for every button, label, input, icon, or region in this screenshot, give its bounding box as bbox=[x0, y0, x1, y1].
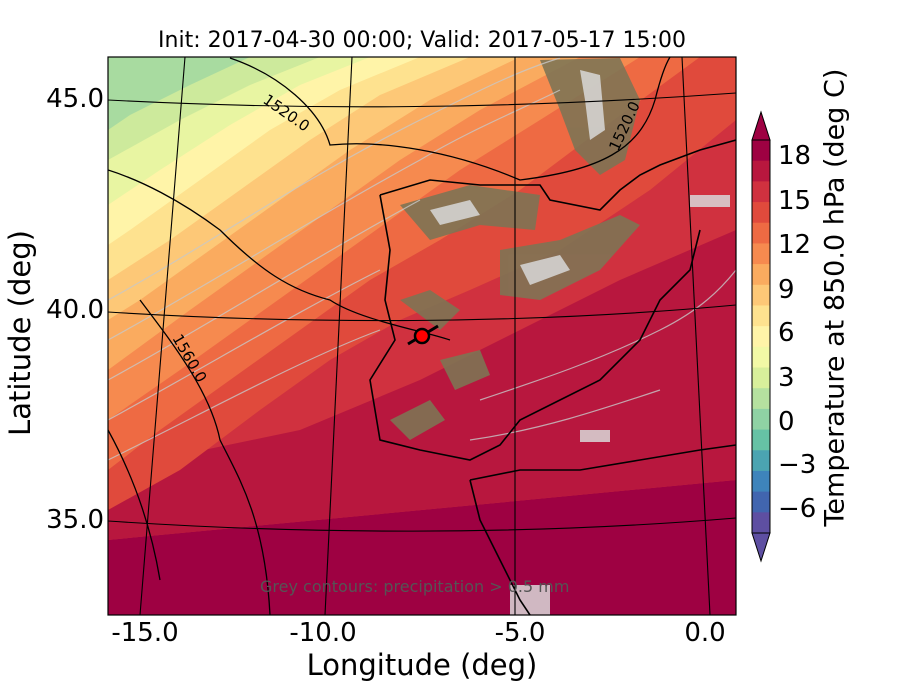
colorbar-tick: −6 bbox=[778, 494, 817, 524]
x-tick: 0.0 bbox=[684, 618, 726, 648]
colorbar bbox=[751, 110, 771, 563]
colorbar-extend-max bbox=[751, 110, 771, 141]
colorbar-label: Temperature at 850.0 hPa (deg C) bbox=[819, 68, 851, 527]
colorbar-swatch bbox=[752, 284, 770, 306]
colorbar-swatch bbox=[752, 408, 770, 431]
colorbar-swatch bbox=[752, 429, 770, 451]
colorbar-swatch bbox=[752, 202, 770, 224]
colorbar-swatch bbox=[752, 388, 770, 410]
colorbar-swatch bbox=[752, 346, 770, 369]
colorbar-tick: 6 bbox=[778, 318, 795, 348]
colorbar-extend-min bbox=[751, 532, 771, 563]
colorbar-swatch bbox=[752, 264, 770, 286]
map-title: Init: 2017-04-30 00:00; Valid: 2017-05-1… bbox=[158, 28, 686, 53]
colorbar-frame bbox=[751, 139, 771, 534]
colorbar-swatch bbox=[752, 243, 770, 265]
colorbar-swatch bbox=[752, 305, 770, 327]
x-axis-label: Longitude (deg) bbox=[306, 648, 538, 682]
colorbar-swatch bbox=[752, 160, 770, 182]
colorbar-swatch bbox=[752, 367, 770, 389]
colorbar-swatch bbox=[752, 181, 770, 203]
colorbar-tick: 0 bbox=[778, 407, 795, 437]
x-tick: -10.0 bbox=[289, 618, 357, 648]
colorbar-swatch bbox=[752, 491, 770, 513]
y-tick: 45.0 bbox=[46, 84, 104, 114]
y-axis-label: Latitude (deg) bbox=[3, 230, 37, 436]
x-tick: -5.0 bbox=[494, 618, 546, 648]
location-marker bbox=[407, 324, 439, 346]
colorbar-swatch bbox=[752, 512, 770, 534]
colorbar-tick: 15 bbox=[778, 186, 812, 216]
y-tick: 40.0 bbox=[46, 295, 104, 325]
colorbar-tick: −3 bbox=[778, 450, 817, 480]
colorbar-swatch bbox=[752, 470, 770, 493]
colorbar-swatch bbox=[752, 222, 770, 244]
colorbar-tick: 12 bbox=[778, 230, 812, 260]
colorbar-swatch bbox=[752, 140, 770, 162]
colorbar-tick: 18 bbox=[778, 141, 812, 171]
plot-frame bbox=[107, 56, 737, 616]
colorbar-swatch bbox=[752, 326, 770, 348]
y-tick: 35.0 bbox=[46, 505, 104, 535]
x-tick: -15.0 bbox=[111, 618, 179, 648]
precip-footnote: Grey contours: precipitation > 0.5 mm bbox=[260, 577, 570, 596]
colorbar-tick: 3 bbox=[778, 363, 795, 393]
colorbar-tick: 9 bbox=[778, 275, 795, 305]
colorbar-swatch bbox=[752, 450, 770, 472]
